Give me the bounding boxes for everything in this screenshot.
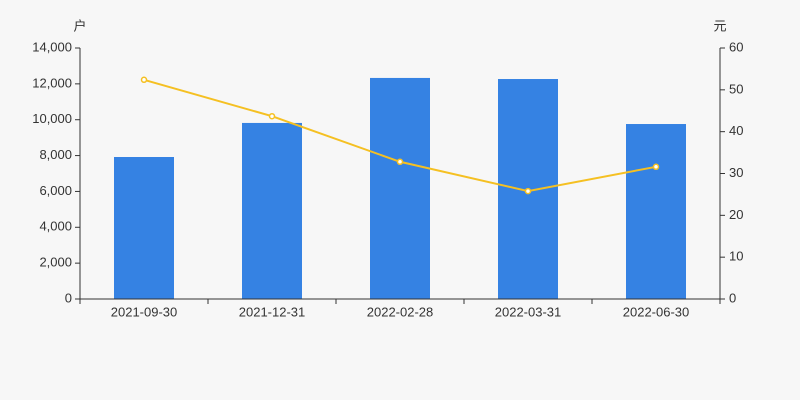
y-axis-label: 户 xyxy=(73,18,86,33)
y-tick-label: 10,000 xyxy=(32,111,72,126)
y2-tick-label: 50 xyxy=(729,81,743,96)
bar xyxy=(370,77,430,300)
line-point xyxy=(268,112,276,120)
x-tick-label: 2021-12-31 xyxy=(239,304,306,319)
y2-tick-label: 0 xyxy=(729,290,736,305)
x-tick-label: 2022-02-28 xyxy=(367,304,434,319)
x-tick-label: 2022-03-31 xyxy=(495,304,562,319)
y2-axis-label: 元 xyxy=(713,18,726,33)
line-point xyxy=(396,158,404,166)
y2-tick-label: 30 xyxy=(729,165,743,180)
line-point xyxy=(652,163,660,171)
y-tick-label: 6,000 xyxy=(39,183,72,198)
y2-tick-label: 60 xyxy=(729,39,743,54)
y-tick-label: 2,000 xyxy=(39,255,72,270)
line-point xyxy=(140,76,148,84)
y-tick-label: 12,000 xyxy=(32,75,72,90)
x-tick-label: 2021-09-30 xyxy=(111,304,178,319)
bar xyxy=(242,122,302,299)
y-tick-label: 4,000 xyxy=(39,219,72,234)
y-tick-label: 0 xyxy=(65,290,72,305)
y2-tick-label: 10 xyxy=(729,249,743,264)
line-point xyxy=(524,187,532,195)
y-tick-label: 8,000 xyxy=(39,147,72,162)
x-tick-label: 2022-06-30 xyxy=(623,304,690,319)
y2-tick-label: 40 xyxy=(729,123,743,138)
y-tick-label: 14,000 xyxy=(32,39,72,54)
bar xyxy=(114,157,174,299)
bar xyxy=(626,124,686,299)
y2-tick-label: 20 xyxy=(729,207,743,222)
